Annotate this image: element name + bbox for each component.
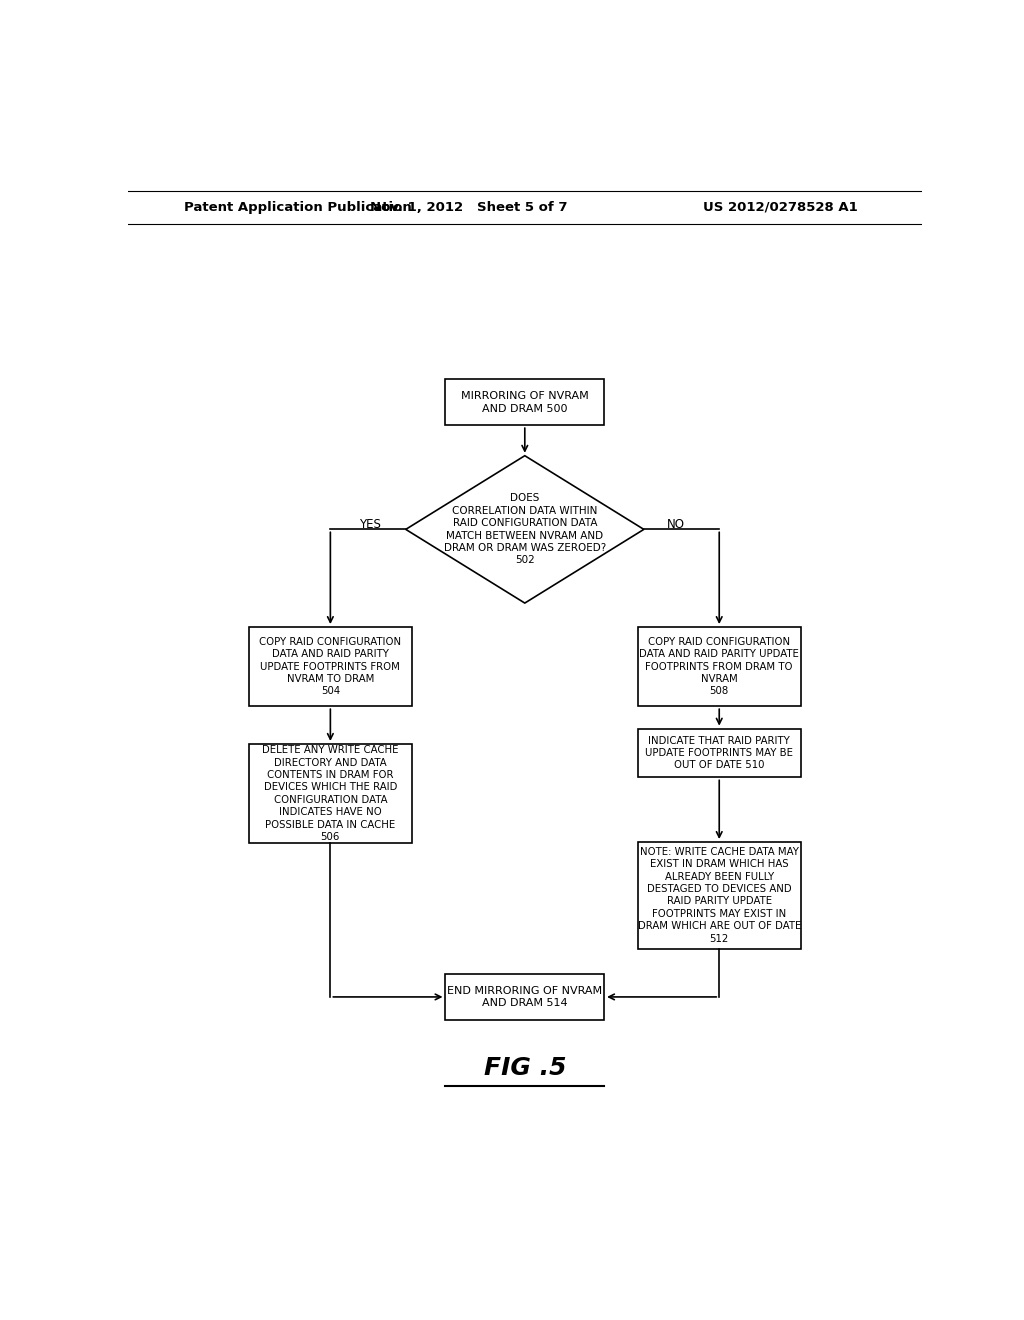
Text: DELETE ANY WRITE CACHE
DIRECTORY AND DATA
CONTENTS IN DRAM FOR
DEVICES WHICH THE: DELETE ANY WRITE CACHE DIRECTORY AND DAT… (262, 746, 398, 842)
Text: Nov. 1, 2012   Sheet 5 of 7: Nov. 1, 2012 Sheet 5 of 7 (371, 201, 568, 214)
Bar (445, 974, 604, 1020)
Bar (638, 627, 801, 706)
Text: YES: YES (359, 517, 381, 531)
Text: MIRRORING OF NVRAM
AND DRAM 500: MIRRORING OF NVRAM AND DRAM 500 (461, 391, 589, 413)
Text: COPY RAID CONFIGURATION
DATA AND RAID PARITY UPDATE
FOOTPRINTS FROM DRAM TO
NVRA: COPY RAID CONFIGURATION DATA AND RAID PA… (639, 636, 799, 697)
Text: COPY RAID CONFIGURATION
DATA AND RAID PARITY
UPDATE FOOTPRINTS FROM
NVRAM TO DRA: COPY RAID CONFIGURATION DATA AND RAID PA… (259, 636, 401, 697)
Bar (445, 379, 604, 425)
Bar (638, 729, 801, 777)
Text: NO: NO (667, 517, 685, 531)
Bar (249, 744, 412, 843)
Text: INDICATE THAT RAID PARITY
UPDATE FOOTPRINTS MAY BE
OUT OF DATE 510: INDICATE THAT RAID PARITY UPDATE FOOTPRI… (645, 735, 794, 771)
Text: NOTE: WRITE CACHE DATA MAY
EXIST IN DRAM WHICH HAS
ALREADY BEEN FULLY
DESTAGED T: NOTE: WRITE CACHE DATA MAY EXIST IN DRAM… (638, 847, 801, 944)
Text: US 2012/0278528 A1: US 2012/0278528 A1 (703, 201, 858, 214)
Bar (638, 842, 801, 949)
Text: DOES
CORRELATION DATA WITHIN
RAID CONFIGURATION DATA
MATCH BETWEEN NVRAM AND
DRA: DOES CORRELATION DATA WITHIN RAID CONFIG… (443, 494, 606, 565)
Text: Patent Application Publication: Patent Application Publication (183, 201, 412, 214)
Polygon shape (406, 455, 644, 603)
Text: FIG .5: FIG .5 (483, 1056, 566, 1080)
Bar (249, 627, 412, 706)
Text: END MIRRORING OF NVRAM
AND DRAM 514: END MIRRORING OF NVRAM AND DRAM 514 (447, 986, 602, 1008)
